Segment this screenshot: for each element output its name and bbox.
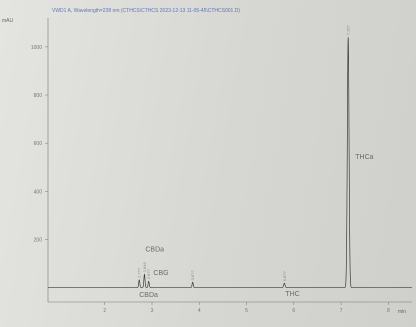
x-tick-label: 7	[340, 308, 343, 314]
x-tick-label: 4	[198, 308, 201, 314]
retention-time-label: 7.15?	[346, 24, 351, 35]
x-tick-label: 2	[103, 308, 106, 314]
signal-trace	[48, 37, 412, 288]
x-unit-label: min	[398, 309, 406, 315]
y-tick-label: 200	[34, 237, 43, 243]
peak-label: CBDa	[139, 292, 158, 299]
signal-header: VWD1 A, Wavelength=228 nm (CTHCS\CTHCS 2…	[52, 8, 240, 14]
x-tick-label: 5	[245, 308, 248, 314]
peak-annotations: CBDa CBG CBDa THC THCa	[139, 154, 373, 299]
x-tick-label: 6	[292, 308, 295, 314]
y-unit-label: mAU	[2, 18, 14, 24]
y-tick-label: 800	[34, 93, 43, 99]
x-tick-label: 8	[387, 308, 390, 314]
retention-time-label: 3.8??	[190, 269, 195, 280]
x-tick-label: 3	[151, 308, 154, 314]
y-tick-label: 1000	[31, 45, 42, 51]
retention-time-label: 2.7??	[137, 267, 142, 278]
retention-time-label: 5.8??	[282, 270, 287, 281]
y-tick-label: 400	[34, 189, 43, 195]
y-tick-label: 600	[34, 141, 43, 147]
signal-line	[48, 37, 412, 288]
retention-time-label: 2.9??	[146, 269, 151, 280]
peak-label: CBG	[153, 270, 168, 277]
retention-time-label: 2.846	[142, 262, 147, 273]
peak-label: THC	[285, 291, 299, 298]
peak-label: THCa	[355, 154, 373, 161]
peak-label: CBDa	[145, 246, 164, 253]
axes: 200 400 600 800 1000 2 3 4 5 6 7 8	[31, 18, 412, 314]
